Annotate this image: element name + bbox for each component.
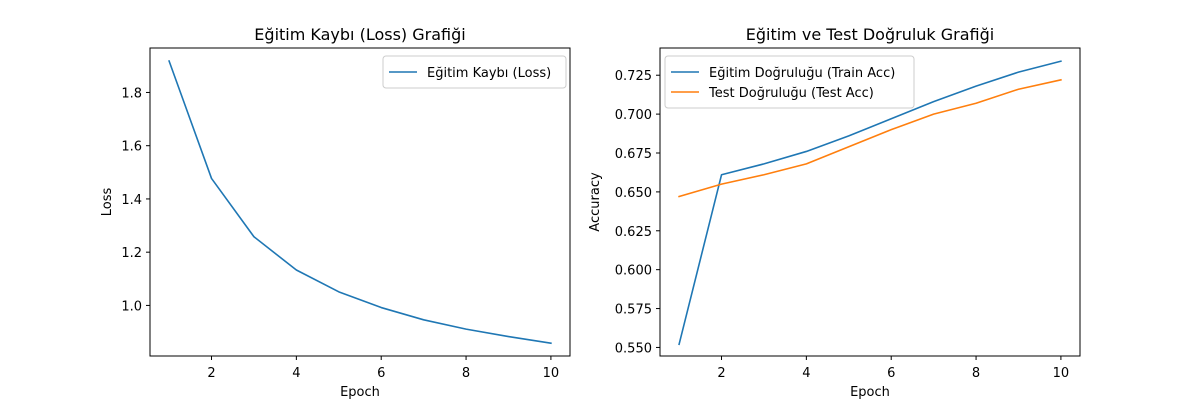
x-tick-label: 4 [292, 366, 300, 381]
x-tick-label: 8 [462, 366, 470, 381]
legend-entry: Test Doğruluğu (Test Acc) [708, 86, 874, 101]
y-axis-label: Accuracy [588, 172, 603, 232]
chart-2: Eğitim ve Test Doğruluk Grafiği 2 4 6 8 10 0.5… [588, 25, 1081, 400]
y-tick-label: 0.700 [615, 108, 652, 123]
x-tick-label: 2 [207, 366, 215, 381]
legend-box [664, 55, 915, 109]
y-tick-label: 1.8 [121, 86, 142, 101]
y-tick-label: 0.650 [615, 186, 652, 201]
legend: Eğitim Doğruluğu (Train Acc) Test Doğrulu… [664, 55, 915, 109]
x-tick-label: 8 [972, 366, 980, 381]
y-tick-label: 1.4 [121, 193, 142, 208]
x-tick-label: 6 [887, 366, 895, 381]
x-tick-label: 10 [1053, 366, 1070, 381]
legend: Eğitim Kaybı (Loss) [382, 55, 567, 89]
y-tick-label: 0.625 [615, 225, 652, 240]
chart-title: Eğitim ve Test Doğruluk Grafiği [746, 25, 994, 44]
y-tick-label: 0.575 [615, 303, 652, 318]
y-axis-label: Loss [100, 188, 115, 217]
y-tick-label: 1.6 [121, 140, 142, 155]
x-tick-label: 2 [717, 366, 725, 381]
chart-title: Eğitim Kaybı (Loss) Grafiği [254, 25, 465, 44]
chart-1: Eğitim Kaybı (Loss) Grafiği 2 4 6 8 10 1.0 1.2 1… [100, 25, 571, 400]
series-line-1 [168, 60, 552, 345]
y-tick-label: 0.725 [615, 69, 652, 84]
x-tick-label: 4 [802, 366, 810, 381]
y-tick-label: 1.2 [121, 246, 142, 261]
x-tick-label: 6 [377, 366, 385, 381]
legend-entry: Eğitim Kaybı (Loss) [427, 66, 551, 81]
y-tick-label: 0.550 [615, 341, 652, 356]
x-axis-label: Epoch [850, 385, 890, 400]
series-line-2 [678, 78, 1062, 198]
legend-box [382, 55, 567, 89]
x-tick-label: 10 [543, 366, 560, 381]
axes-frame [659, 47, 1081, 357]
y-tick-label: 1.0 [121, 299, 142, 314]
axes-frame [149, 47, 571, 357]
y-tick-label: 0.675 [615, 147, 652, 162]
x-axis-label: Epoch [340, 385, 380, 400]
series-line-1 [678, 60, 1062, 346]
legend-entry: Eğitim Doğruluğu (Train Acc) [709, 66, 895, 81]
y-tick-label: 0.600 [615, 264, 652, 279]
